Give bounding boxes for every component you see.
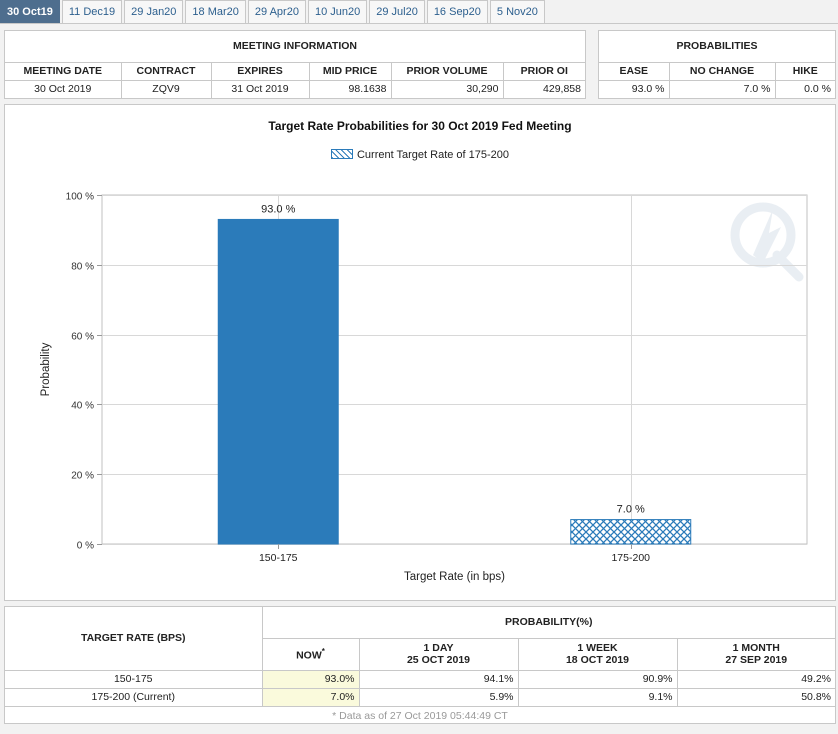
row-now-value: 7.0% (261, 687, 360, 707)
col-1day-header: 1 DAY 25 OCT 2019 (358, 637, 519, 671)
watermark-logo-icon (730, 202, 804, 282)
bar-150-175 (217, 218, 339, 545)
row-1day-value: 94.1% (358, 669, 519, 689)
meeting-information-panel: MEETING INFORMATION MEETING DATE CONTRAC… (4, 30, 586, 99)
col-now-label: NOW (296, 649, 322, 662)
col-1week-header: 1 WEEK 18 OCT 2019 (517, 637, 678, 671)
probabilities-table: PROBABILITIES EASE NO CHANGE HIKE 93.0 %… (598, 30, 836, 99)
tabs-divider (0, 23, 838, 24)
header-prior-volume: PRIOR VOLUME (390, 61, 504, 81)
tab-29-apr20[interactable]: 29 Apr20 (247, 0, 306, 24)
probability-group-header: PROBABILITY(%) (261, 606, 836, 639)
col-1day-label: 1 DAY (423, 642, 454, 654)
tab-29-jul20[interactable]: 29 Jul20 (369, 0, 425, 24)
row-1week-value: 9.1% (517, 687, 678, 707)
bar-data-label: 93.0 % (261, 203, 295, 215)
chart-panel: Target Rate Probabilities for 30 Oct 201… (4, 104, 836, 601)
y-tick-label: 60 % (71, 332, 94, 343)
meeting-information-table: MEETING INFORMATION MEETING DATE CONTRAC… (4, 30, 586, 99)
target-rate-header: TARGET RATE (BPS) (4, 606, 263, 671)
col-1month-date: 27 SEP 2019 (725, 654, 788, 666)
col-1week-label: 1 WEEK (577, 642, 618, 654)
col-1month-label: 1 MONTH (732, 642, 780, 654)
table-row: 175-200 (Current) 7.0% 5.9% 9.1% 50.8% (4, 687, 836, 707)
probabilities-title: PROBABILITIES (598, 30, 836, 63)
contract-value: ZQV9 (120, 79, 212, 99)
tab-5-nov20[interactable]: 5 Nov20 (489, 0, 545, 24)
col-1day-date: 25 OCT 2019 (406, 654, 471, 666)
tab-30-oct19[interactable]: 30 Oct19 (0, 0, 60, 24)
tab-29-jan20[interactable]: 29 Jan20 (124, 0, 184, 24)
tab-11-dec19[interactable]: 11 Dec19 (61, 0, 123, 24)
probability-history-panel: TARGET RATE (BPS) PROBABILITY(%) NOW* 1 … (4, 606, 836, 725)
y-tick-label: 20 % (71, 471, 94, 482)
col-1month-header: 1 MONTH 27 SEP 2019 (676, 637, 836, 671)
probability-history-table: TARGET RATE (BPS) PROBABILITY(%) NOW* 1 … (4, 606, 836, 725)
bar-175-200 (570, 519, 692, 545)
y-tick-label: 0 % (77, 541, 94, 552)
row-1month-value: 50.8% (676, 687, 836, 707)
header-meeting-date: MEETING DATE (4, 61, 122, 81)
no-change-value: 7.0 % (668, 79, 776, 99)
legend-label: Current Target Rate of 175-200 (356, 149, 510, 161)
ease-value: 93.0 % (598, 79, 670, 99)
chart-legend[interactable]: Current Target Rate of 175-200 (5, 149, 835, 161)
meeting-tabs: 30 Oct19 11 Dec19 29 Jan20 18 Mar20 29 Apr20… (0, 0, 547, 24)
chart-title: Target Rate Probabilities for 30 Oct 201… (268, 119, 572, 133)
row-rate-label: 150-175 (4, 669, 263, 689)
tab-10-jun20[interactable]: 10 Jun20 (307, 0, 368, 24)
header-expires: EXPIRES (210, 61, 310, 81)
meeting-date-value: 30 Oct 2019 (4, 79, 122, 99)
row-1week-value: 90.9% (517, 669, 678, 689)
prior-oi-value: 429,858 (502, 79, 586, 99)
col-1week-date: 18 OCT 2019 (565, 654, 630, 666)
col-now-header: NOW* (261, 637, 360, 671)
header-prior-oi: PRIOR OI (502, 61, 586, 81)
header-no-change: NO CHANGE (668, 61, 776, 81)
x-tick-label: 150-175 (259, 552, 298, 564)
x-axis-title: Target Rate (in bps) (404, 571, 505, 583)
row-1day-value: 5.9% (358, 687, 519, 707)
meeting-information-title: MEETING INFORMATION (4, 30, 586, 63)
header-ease: EASE (598, 61, 670, 81)
table-row: 150-175 93.0% 94.1% 90.9% 49.2% (4, 669, 836, 689)
tab-18-mar20[interactable]: 18 Mar20 (185, 0, 246, 24)
tab-16-sep20[interactable]: 16 Sep20 (426, 0, 488, 24)
legend-hatch-swatch (330, 149, 353, 159)
probability-bar-chart: 0 % 20 % 40 % 60 % 80 % 100 % 93.0 % 150-175 7.0… (40, 192, 808, 583)
y-axis-title: Probability (40, 342, 52, 396)
y-tick-label: 80 % (71, 262, 94, 273)
col-now-footnote-mark: * (321, 647, 325, 657)
x-tick-label: 175-200 (611, 552, 650, 564)
y-tick-label: 100 % (66, 192, 94, 203)
probabilities-panel: PROBABILITIES EASE NO CHANGE HIKE 93.0 %… (598, 30, 836, 99)
row-1month-value: 49.2% (676, 669, 836, 689)
row-rate-label: 175-200 (Current) (4, 687, 263, 707)
header-contract: CONTRACT (120, 61, 212, 81)
plot-area-border (101, 194, 808, 545)
mid-price-value: 98.1638 (308, 79, 392, 99)
bar-data-label: 7.0 % (617, 504, 645, 516)
data-timestamp-footnote: * Data as of 27 Oct 2019 05:44:49 CT (4, 705, 836, 725)
header-hike: HIKE (774, 61, 836, 81)
header-mid-price: MID PRICE (308, 61, 392, 81)
prior-volume-value: 30,290 (390, 79, 504, 99)
expires-value: 31 Oct 2019 (210, 79, 310, 99)
y-tick-label: 40 % (71, 401, 94, 412)
hike-value: 0.0 % (774, 79, 836, 99)
row-now-value: 93.0% (261, 669, 360, 689)
